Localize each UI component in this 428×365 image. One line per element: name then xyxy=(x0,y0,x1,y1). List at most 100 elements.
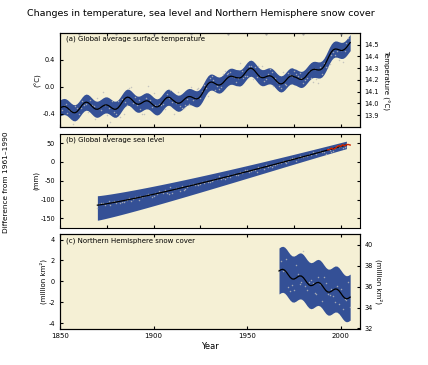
Point xyxy=(184,96,190,102)
Point xyxy=(322,151,329,157)
Point xyxy=(214,176,221,182)
Point xyxy=(291,155,297,161)
Point xyxy=(277,85,284,91)
Point xyxy=(193,86,200,92)
Point xyxy=(163,91,170,97)
Point xyxy=(334,283,341,289)
Point xyxy=(309,79,316,85)
Point xyxy=(141,111,148,116)
Point xyxy=(322,280,329,286)
Point xyxy=(70,122,77,127)
Point xyxy=(231,171,238,177)
Point xyxy=(244,167,251,173)
Point xyxy=(246,169,253,174)
Point xyxy=(154,191,161,197)
Point xyxy=(186,182,193,188)
Point xyxy=(71,103,78,109)
Point xyxy=(94,95,101,101)
Point xyxy=(257,165,264,171)
Point xyxy=(285,158,292,164)
Point xyxy=(191,95,198,101)
Point xyxy=(313,151,320,157)
Point xyxy=(324,64,331,69)
Point xyxy=(247,169,254,174)
Point xyxy=(306,279,312,285)
Point xyxy=(225,172,232,178)
Point xyxy=(180,187,187,192)
Point xyxy=(347,304,354,310)
Point xyxy=(77,105,84,111)
Point xyxy=(292,158,299,164)
Point xyxy=(255,164,262,170)
Point xyxy=(184,184,190,190)
Point xyxy=(321,274,327,280)
Point xyxy=(126,195,133,201)
Point xyxy=(294,271,301,277)
Point xyxy=(285,70,292,76)
Point xyxy=(105,105,112,111)
Point xyxy=(262,76,269,82)
Point xyxy=(175,185,181,191)
Point xyxy=(232,172,239,177)
Point xyxy=(274,79,281,85)
X-axis label: Year: Year xyxy=(201,342,219,351)
Point xyxy=(261,166,268,172)
Point xyxy=(326,147,333,153)
Point xyxy=(345,35,352,41)
Point xyxy=(347,28,354,34)
Point xyxy=(175,89,181,95)
Point xyxy=(115,198,122,204)
Y-axis label: Temperature (°C): Temperature (°C) xyxy=(382,50,389,110)
Point xyxy=(150,89,157,95)
Point xyxy=(279,69,286,74)
Point xyxy=(68,108,74,114)
Point xyxy=(253,74,260,80)
Point xyxy=(86,97,93,103)
Point xyxy=(266,66,273,72)
Point xyxy=(283,82,290,88)
Point xyxy=(292,71,299,77)
Point xyxy=(150,193,157,199)
Point xyxy=(281,268,288,274)
Y-axis label: (mm): (mm) xyxy=(33,171,39,190)
Point xyxy=(276,83,282,89)
Point xyxy=(202,178,209,184)
Point xyxy=(242,73,249,79)
Point xyxy=(261,78,268,84)
Point xyxy=(161,106,168,112)
Point xyxy=(232,79,239,85)
Point xyxy=(336,57,342,63)
Point xyxy=(143,95,149,101)
Point xyxy=(205,93,211,99)
Point xyxy=(85,110,92,115)
Point xyxy=(182,103,189,108)
Point xyxy=(216,173,223,179)
Point xyxy=(212,87,219,93)
Point xyxy=(259,164,266,169)
Point xyxy=(311,290,318,296)
Point xyxy=(311,150,318,156)
Point xyxy=(337,287,344,292)
Point xyxy=(225,70,232,76)
Point xyxy=(212,176,219,182)
Point xyxy=(341,296,348,302)
Point xyxy=(332,145,339,151)
Point xyxy=(116,114,123,120)
Point xyxy=(339,59,346,65)
Point xyxy=(137,193,144,199)
Point xyxy=(330,148,337,154)
Point xyxy=(246,63,253,69)
Point xyxy=(298,154,305,160)
Point xyxy=(195,85,202,91)
Point xyxy=(221,176,228,182)
Point xyxy=(236,60,243,66)
Point xyxy=(294,155,301,161)
Point xyxy=(109,199,116,205)
Point xyxy=(120,199,127,205)
Point xyxy=(272,76,279,81)
Point xyxy=(172,185,179,191)
Point xyxy=(126,85,133,91)
Point xyxy=(304,154,311,160)
Point xyxy=(238,170,245,176)
Point xyxy=(330,49,337,55)
